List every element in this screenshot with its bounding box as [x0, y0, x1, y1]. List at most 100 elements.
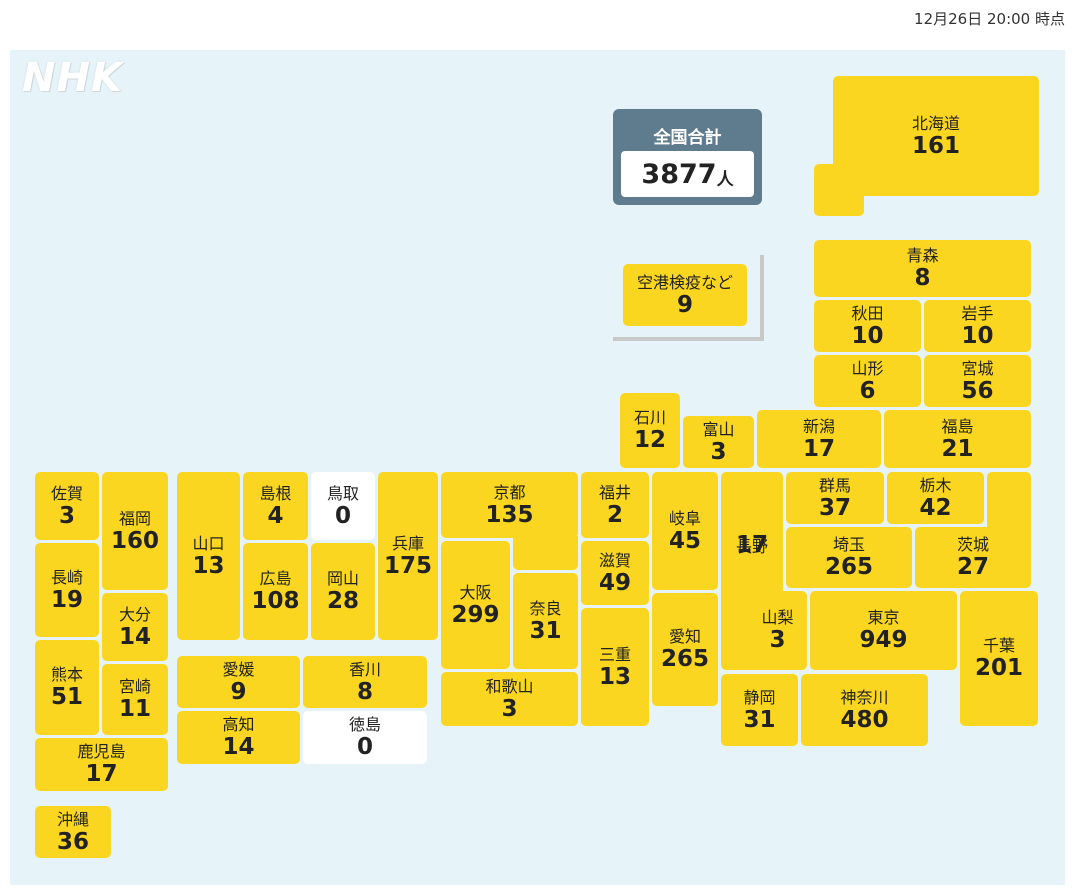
pref-count: 3	[58, 502, 75, 529]
pref-ishikawa[interactable]: 石川 12	[620, 393, 680, 468]
pref-count: 160	[110, 527, 159, 554]
pref-tottori[interactable]: 鳥取 0	[311, 472, 375, 540]
pref-hyogo[interactable]: 兵庫 175	[378, 472, 438, 640]
pref-fukuoka[interactable]: 福岡 160	[102, 472, 168, 590]
pref-yamanashi[interactable]: 山梨 3	[748, 591, 807, 670]
pref-count: 4	[267, 502, 284, 529]
pref-name: 愛媛	[222, 659, 255, 679]
pref-count: 10	[961, 322, 994, 349]
pref-name: 長崎	[50, 567, 83, 587]
pref-count: 31	[529, 617, 562, 644]
pref-name: 滋賀	[598, 550, 631, 570]
pref-count: 299	[451, 601, 500, 628]
pref-airport[interactable]: 空港検疫など 9	[623, 264, 747, 326]
pref-wakayama[interactable]: 和歌山 3	[441, 672, 578, 726]
pref-count: 17	[802, 435, 835, 462]
pref-saga[interactable]: 佐賀 3	[35, 472, 99, 540]
pref-osaka[interactable]: 大阪 299	[441, 541, 510, 669]
pref-count: 31	[743, 706, 776, 733]
pref-count: 201	[974, 655, 1023, 681]
pref-count: 17	[735, 532, 768, 558]
pref-name: 香川	[348, 659, 381, 679]
pref-count: 8	[356, 678, 373, 705]
pref-ibaraki[interactable]: 茨城 27	[915, 527, 1031, 588]
pref-tochigi[interactable]: 栃木 42	[887, 472, 984, 524]
pref-name: 空港検疫など	[636, 272, 733, 292]
pref-count: 3	[769, 627, 786, 653]
pref-count: 3	[501, 695, 518, 722]
pref-name: 山口	[192, 533, 225, 553]
pref-name: 大分	[118, 604, 151, 624]
pref-count: 135	[485, 501, 534, 528]
pref-mie[interactable]: 三重 13	[581, 608, 649, 726]
pref-oita[interactable]: 大分 14	[102, 593, 168, 661]
pref-name: 岐阜	[668, 508, 701, 528]
pref-name: 静岡	[743, 687, 776, 707]
pref-nagasaki[interactable]: 長崎 19	[35, 543, 99, 637]
pref-name: 大阪	[459, 582, 492, 602]
pref-iwate[interactable]: 岩手 10	[924, 300, 1031, 352]
pref-count: 480	[840, 706, 889, 733]
pref-count: 17	[85, 761, 118, 787]
pref-kochi[interactable]: 高知 14	[177, 711, 300, 764]
pref-count: 8	[914, 265, 931, 291]
pref-count: 27	[956, 554, 989, 580]
pref-chiba[interactable]: 千葉 201	[960, 591, 1038, 726]
pref-name: 山梨	[761, 608, 794, 627]
pref-count: 949	[859, 627, 908, 653]
pref-gifu[interactable]: 岐阜 45	[652, 472, 718, 590]
pref-shiga[interactable]: 滋賀 49	[581, 541, 649, 605]
pref-toyama[interactable]: 富山 3	[683, 416, 754, 468]
pref-name: 石川	[633, 408, 666, 427]
pref-name: 北海道	[911, 113, 960, 133]
pref-fukushima[interactable]: 福島 21	[884, 410, 1031, 468]
pref-miyazaki[interactable]: 宮崎 11	[102, 664, 168, 735]
pref-shimane[interactable]: 島根 4	[243, 472, 308, 540]
pref-niigata[interactable]: 新潟 17	[757, 410, 881, 468]
pref-name: 沖縄	[56, 809, 89, 829]
pref-hiroshima[interactable]: 広島 108	[243, 543, 308, 640]
pref-ehime[interactable]: 愛媛 9	[177, 656, 300, 708]
pref-name: 栃木	[919, 475, 952, 495]
pref-yamaguchi[interactable]: 山口 13	[177, 472, 240, 640]
pref-kagoshima[interactable]: 鹿児島 17	[35, 738, 168, 791]
pref-aomori[interactable]: 青森 8	[814, 240, 1031, 297]
pref-name: 神奈川	[840, 687, 889, 707]
pref-count: 49	[598, 569, 631, 596]
pref-name: 鹿児島	[77, 742, 126, 761]
pref-nara[interactable]: 奈良 31	[513, 573, 578, 669]
pref-count: 13	[192, 552, 225, 579]
pref-okayama[interactable]: 岡山 28	[311, 543, 375, 640]
pref-hokkaido[interactable]: 北海道 161	[833, 76, 1039, 196]
pref-shizuoka[interactable]: 静岡 31	[721, 674, 798, 746]
pref-count: 45	[668, 527, 701, 554]
pref-kyoto[interactable]: 京都 135	[441, 472, 578, 538]
pref-count: 12	[633, 427, 666, 453]
pref-tokyo[interactable]: 東京 949	[810, 591, 957, 670]
pref-name: 佐賀	[50, 483, 83, 503]
pref-count: 108	[251, 588, 300, 614]
pref-fukui[interactable]: 福井 2	[581, 472, 649, 538]
pref-kumamoto[interactable]: 熊本 51	[35, 640, 99, 735]
pref-miyagi[interactable]: 宮城 56	[924, 355, 1031, 407]
pref-count: 56	[961, 377, 994, 404]
pref-kanagawa[interactable]: 神奈川 480	[801, 674, 928, 746]
pref-tokushima[interactable]: 徳島 0	[303, 711, 427, 764]
national-total-value-box: 3877 人	[621, 151, 754, 197]
pref-saitama[interactable]: 埼玉 265	[786, 527, 912, 588]
airport-divider-vertical	[760, 255, 764, 341]
pref-aichi[interactable]: 愛知 265	[652, 593, 718, 706]
pref-okinawa[interactable]: 沖縄 36	[35, 806, 111, 858]
pref-name: 福岡	[118, 508, 151, 528]
pref-kagawa[interactable]: 香川 8	[303, 656, 427, 708]
pref-name: 兵庫	[391, 533, 424, 553]
pref-akita[interactable]: 秋田 10	[814, 300, 921, 352]
pref-name: 福井	[598, 482, 631, 502]
pref-name: 高知	[222, 715, 255, 734]
pref-name: 富山	[702, 419, 735, 439]
pref-count: 0	[334, 502, 351, 529]
pref-gunma[interactable]: 群馬 37	[786, 472, 884, 524]
pref-name: 東京	[867, 608, 900, 627]
pref-yamagata[interactable]: 山形 6	[814, 355, 921, 407]
pref-name: 徳島	[348, 715, 381, 734]
